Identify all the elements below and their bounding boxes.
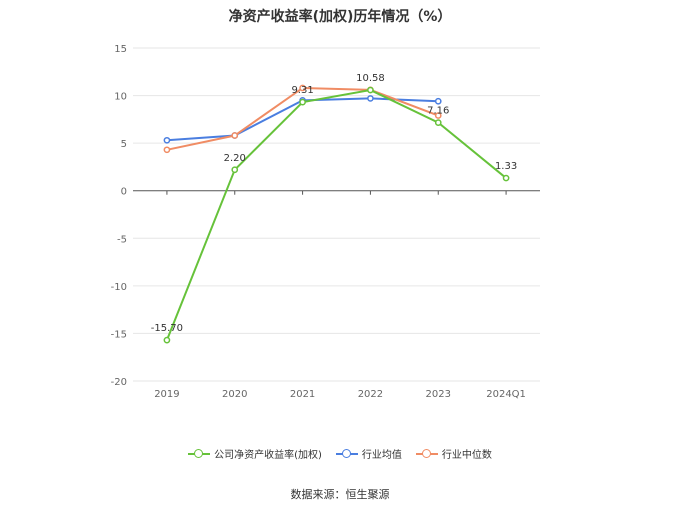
data-label: -15.70 [151, 323, 183, 334]
y-tick-label: 10 [114, 92, 127, 103]
y-tick-label: -20 [111, 377, 127, 388]
data-point [434, 119, 442, 126]
legend-item[interactable]: 行业均值 [335, 446, 402, 461]
x-tick-label: 2024Q1 [486, 389, 526, 400]
data-point [502, 174, 510, 182]
x-tick-label: 2023 [426, 389, 451, 400]
legend-item[interactable]: 行业中位数 [415, 446, 492, 461]
data-point [231, 166, 239, 174]
data-label: 10.58 [356, 73, 385, 84]
legend-label: 行业均值 [361, 450, 402, 461]
legend-swatch-icon [335, 448, 358, 459]
y-tick-label: -15 [111, 329, 127, 340]
data-point [299, 84, 306, 92]
data-point [434, 112, 442, 119]
chart-title: 净资产收益率(加权)历年情况（%） [228, 9, 452, 25]
legend-label: 公司净资产收益率(加权) [214, 450, 322, 461]
data-label: 9.31 [291, 85, 313, 96]
data-label: 7.16 [427, 106, 449, 117]
legend-label: 行业中位数 [441, 450, 492, 461]
x-tick-label: 2019 [154, 389, 179, 400]
legend-swatch-icon [188, 448, 211, 459]
data-label: 2.20 [224, 153, 246, 164]
legend-item[interactable]: 公司净资产收益率(加权) [188, 446, 322, 461]
data-label: 1.33 [495, 161, 517, 172]
x-tick-label: 2022 [358, 389, 383, 400]
data-point [367, 86, 374, 94]
data-point [163, 146, 171, 154]
y-tick-label: -5 [117, 234, 127, 245]
data-point [163, 336, 171, 344]
y-tick-label: 0 [121, 187, 127, 198]
chart-legend: 公司净资产收益率(加权) 行业均值 行业中位数 [0, 446, 680, 461]
line-chart: 15 10 5 0 -5 -10 -15 -20 2019 2020 2021 2022 2023 202… [111, 44, 540, 400]
x-tick-label: 2021 [290, 389, 315, 400]
data-point [299, 98, 306, 106]
data-point [367, 95, 374, 102]
data-point [163, 136, 171, 144]
y-tick-label: 5 [121, 139, 127, 150]
data-source: 数据来源：恒生聚源 [290, 488, 390, 501]
y-tick-label: -10 [111, 282, 127, 293]
data-point [434, 97, 442, 105]
data-point [231, 132, 239, 139]
series-line [165, 89, 507, 341]
x-tick-label: 2020 [222, 389, 247, 400]
y-tick-label: 15 [114, 44, 127, 55]
legend-swatch-icon [415, 448, 438, 459]
